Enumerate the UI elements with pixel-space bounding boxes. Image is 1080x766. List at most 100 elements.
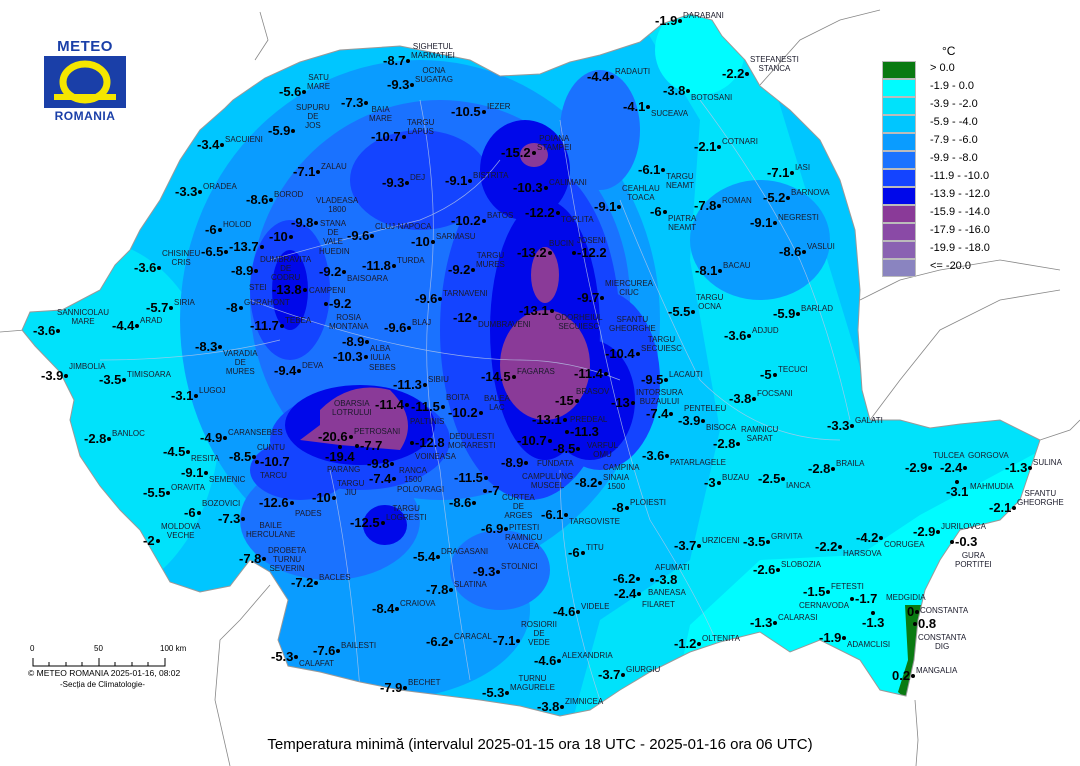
station-value: -9.6 — [347, 228, 370, 243]
station-value: -1.3 — [1005, 460, 1028, 475]
station-value: -2.2 — [815, 539, 838, 554]
station-value: -8.4 — [372, 601, 395, 616]
station-name: TULCEA — [933, 451, 965, 460]
station-name: BAIA MARE — [369, 105, 393, 123]
station-dot — [302, 90, 306, 94]
station-value: -1.3 — [750, 615, 773, 630]
station-value: -5.6 — [279, 84, 302, 99]
station-value: -10.7 — [260, 454, 290, 469]
station-value: -7.6 — [313, 643, 336, 658]
station-dot — [826, 590, 830, 594]
station-name: ROSIORII DE VEDE — [521, 620, 558, 647]
station-dot — [381, 521, 385, 525]
station-value: -3.8 — [537, 699, 560, 714]
station-name: ADAMCLISI — [847, 640, 891, 649]
station-name: RAMNICU SARAT — [741, 425, 779, 443]
station-name: BAILE HERCULANE — [246, 521, 296, 539]
station-value: -7.7 — [360, 438, 383, 453]
station-value: -7.1 — [767, 165, 790, 180]
logo-text-bottom: ROMANIA — [54, 109, 116, 123]
station-value: -4.1 — [623, 99, 646, 114]
station-name: RANCA 1500 — [399, 466, 428, 484]
station-name: CLUJ-NAPOCA — [375, 222, 432, 231]
legend-swatch — [882, 133, 916, 151]
station-value: -9.3 — [387, 77, 410, 92]
station-dot — [197, 511, 201, 515]
station-dot — [773, 621, 777, 625]
station-dot — [802, 250, 806, 254]
logo-emblem-icon — [44, 56, 126, 108]
station-value: -9.2 — [448, 262, 471, 277]
station-value: -13.1 — [532, 412, 562, 427]
station-name: OLTENITA — [702, 634, 740, 643]
station-dot — [220, 143, 224, 147]
station-name: HARSOVA — [843, 549, 882, 558]
station-value: -2.8 — [808, 461, 831, 476]
station-name: SULINA — [1033, 458, 1062, 467]
station-value: -2.1 — [694, 139, 717, 154]
station-name: CALARASI — [778, 613, 818, 622]
station-name: BRASOV — [576, 387, 610, 396]
station-name: CARANSEBES — [228, 428, 283, 437]
station-name: VASLUI — [807, 242, 835, 251]
station-dot — [565, 430, 569, 434]
station-name: BACLES — [319, 573, 351, 582]
station-name: DROBETA TURNU SEVERIN — [268, 545, 307, 573]
station-name: RAMNICU VALCEA — [505, 533, 543, 551]
station-name: SANNICOLAU MARE — [57, 308, 110, 326]
station-dot — [617, 205, 621, 209]
station-dot — [669, 412, 673, 416]
station-value: -3 — [704, 475, 716, 490]
station-name: TURDA — [397, 256, 425, 265]
station-name: CHISINEU CRIS — [162, 249, 201, 267]
station-dot — [289, 235, 293, 239]
station-name: BOITA — [446, 393, 470, 402]
station-dot — [449, 640, 453, 644]
station-name: SINAIA 1500 — [603, 473, 630, 491]
station-dot — [691, 310, 695, 314]
station-dot — [290, 501, 294, 505]
station-name: SEBES — [369, 363, 396, 372]
station-value: -9.2 — [319, 264, 342, 279]
legend-label: <= -20.0 — [930, 260, 971, 272]
station-dot — [911, 674, 915, 678]
station-name: GALATI — [855, 416, 883, 425]
station-value: -10 — [312, 490, 331, 505]
station-dot — [636, 577, 640, 581]
station-value: -3.3 — [827, 418, 850, 433]
station-dot — [468, 179, 472, 183]
station-value: -8.5 — [553, 441, 576, 456]
station-dot — [254, 269, 258, 273]
station-value: -6.1 — [541, 507, 564, 522]
station-dot — [107, 437, 111, 441]
station-name: SACUIENI — [225, 135, 263, 144]
station-dot — [449, 588, 453, 592]
legend-label: -1.9 - 0.0 — [930, 80, 975, 92]
station-name: BALEA LAC — [484, 394, 510, 412]
station-name: SIGHETUL MARMATIEI — [411, 42, 455, 60]
legend-item: <= -20.0 — [880, 258, 1020, 277]
station-name: MEDGIDIA — [886, 593, 926, 602]
station-value: -13.7 — [229, 239, 259, 254]
station-value: -7 — [488, 483, 500, 498]
station-dot — [186, 450, 190, 454]
station-name: BOTOSANI — [691, 93, 733, 102]
station-dot — [637, 592, 641, 596]
station-dot — [269, 198, 273, 202]
station-dot — [913, 622, 917, 626]
legend-item: -9.9 - -8.0 — [880, 150, 1020, 169]
station-dot — [438, 297, 442, 301]
station-value: -9.3 — [473, 564, 496, 579]
station-dot — [218, 228, 222, 232]
station-name: SLOBOZIA — [781, 560, 822, 569]
station-dot — [575, 399, 579, 403]
station-value: -4.4 — [587, 69, 610, 84]
legend-label: -13.9 - -12.0 — [930, 188, 990, 200]
station-value: -9.2 — [329, 296, 352, 311]
station-name: FUNDATA — [537, 459, 574, 468]
station-value: -1.3 — [862, 615, 885, 630]
station-dot — [745, 72, 749, 76]
station-value: -3.3 — [175, 184, 198, 199]
station-dot — [1028, 466, 1032, 470]
station-value: -4.9 — [200, 430, 223, 445]
